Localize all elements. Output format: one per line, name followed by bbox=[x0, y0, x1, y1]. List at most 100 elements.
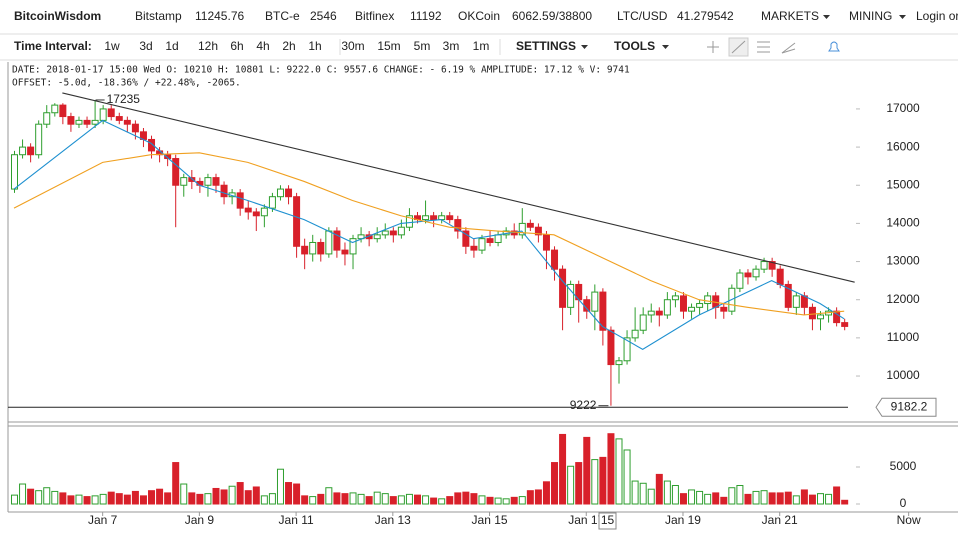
candle-body bbox=[688, 306, 696, 312]
volume-bar bbox=[704, 493, 712, 505]
candle-body bbox=[623, 337, 631, 362]
interval-button[interactable]: 1w bbox=[104, 39, 120, 53]
volume-bar bbox=[293, 483, 301, 505]
volume-bar bbox=[373, 491, 381, 505]
volume-bar bbox=[825, 493, 833, 505]
candle-body bbox=[244, 207, 252, 213]
candle-body bbox=[817, 314, 824, 320]
exchange-name[interactable]: BTC-e bbox=[265, 9, 300, 23]
candle-body bbox=[567, 283, 575, 308]
interval-button[interactable]: 12h bbox=[198, 39, 218, 53]
interval-button[interactable]: 1d bbox=[165, 39, 178, 53]
volume-bar bbox=[67, 495, 75, 505]
dropdown-caret bbox=[581, 45, 588, 49]
candle-body bbox=[293, 196, 301, 247]
volume-bar bbox=[204, 493, 212, 505]
y-tick-label: 10000 bbox=[886, 368, 920, 382]
tool-icons[interactable] bbox=[707, 37, 840, 57]
interval-button[interactable]: 1m bbox=[473, 39, 490, 53]
candle-body bbox=[373, 234, 381, 240]
volume-bar bbox=[357, 493, 365, 505]
candle-body bbox=[51, 104, 59, 114]
candle-body bbox=[784, 283, 792, 308]
candle-body bbox=[615, 360, 623, 366]
candle-body bbox=[704, 295, 712, 305]
interval-button[interactable]: 30m bbox=[341, 39, 364, 53]
overlay-line bbox=[62, 92, 855, 283]
y2-tick-label: 0 bbox=[900, 496, 907, 510]
candle-body bbox=[534, 226, 542, 236]
candle-body bbox=[776, 268, 784, 285]
candle-body bbox=[486, 238, 494, 243]
candle-body bbox=[220, 184, 228, 198]
candle-body bbox=[285, 188, 293, 198]
volume-bar bbox=[478, 495, 486, 505]
candle-body bbox=[276, 188, 284, 198]
candle-body bbox=[639, 314, 647, 331]
volume-bar bbox=[341, 493, 349, 505]
volume-bar bbox=[486, 496, 494, 505]
candle-body bbox=[454, 219, 462, 232]
candle-body bbox=[123, 119, 131, 125]
volume-bar bbox=[107, 491, 115, 505]
volume-bar bbox=[800, 489, 808, 505]
volume-bar bbox=[671, 484, 679, 505]
volume-bar bbox=[11, 494, 18, 505]
candle-body bbox=[148, 138, 156, 152]
volume-bar bbox=[43, 487, 51, 505]
brand[interactable]: BitcoinWisdom bbox=[14, 9, 101, 23]
candle-body bbox=[35, 123, 43, 156]
toolbar-menu[interactable]: TOOLS bbox=[614, 39, 655, 53]
interval-button[interactable]: 15m bbox=[377, 39, 400, 53]
candle-body bbox=[559, 268, 567, 308]
exchange-name[interactable]: Bitfinex bbox=[355, 9, 394, 23]
interval-button[interactable]: 4h bbox=[256, 39, 269, 53]
candle-body bbox=[430, 215, 438, 221]
volume-bar bbox=[575, 462, 583, 505]
candle-body bbox=[768, 261, 776, 270]
volume-bar bbox=[776, 492, 784, 505]
volume-bar bbox=[647, 488, 655, 505]
dropdown-caret bbox=[823, 15, 830, 19]
menu[interactable]: MINING bbox=[849, 9, 892, 23]
candle-body bbox=[607, 329, 615, 366]
candle-body bbox=[599, 291, 607, 331]
volume-bar bbox=[220, 489, 228, 505]
volume-bar bbox=[534, 489, 542, 505]
volume-bar bbox=[309, 496, 317, 505]
volume-bar bbox=[559, 433, 567, 505]
interval-button[interactable]: 3d bbox=[139, 39, 152, 53]
volume-bar bbox=[728, 487, 736, 505]
interval-button[interactable]: 2h bbox=[282, 39, 295, 53]
candle-body bbox=[67, 116, 75, 125]
volume-bar bbox=[583, 436, 591, 505]
volume-bar bbox=[494, 497, 502, 505]
volume-bar bbox=[720, 496, 728, 505]
dropdown-caret bbox=[899, 15, 906, 19]
volume-bar bbox=[591, 459, 599, 505]
candle-body bbox=[349, 238, 357, 255]
volume-bar bbox=[389, 496, 397, 505]
volume-bar bbox=[285, 482, 293, 505]
exchange-name[interactable]: LTC/USD bbox=[617, 9, 668, 23]
candle-body bbox=[655, 310, 663, 316]
menu[interactable]: MARKETS bbox=[761, 9, 819, 23]
toolbar-menu[interactable]: SETTINGS bbox=[516, 39, 576, 53]
volume-bar bbox=[131, 490, 139, 505]
exchange-name[interactable]: OKCoin bbox=[458, 9, 500, 23]
interval-button[interactable]: 3m bbox=[443, 39, 460, 53]
volume-bar bbox=[526, 490, 534, 505]
volume-bar bbox=[196, 493, 204, 505]
x-tick-label: Jan 9 bbox=[185, 513, 215, 527]
exchange-name[interactable]: Bitstamp bbox=[135, 9, 182, 23]
interval-button[interactable]: 5m bbox=[414, 39, 431, 53]
interval-button[interactable]: 1h bbox=[308, 39, 321, 53]
login-link[interactable]: Login or bbox=[916, 9, 958, 23]
volume-bar bbox=[551, 462, 559, 505]
candle-body bbox=[11, 154, 18, 190]
interval-button[interactable]: 6h bbox=[230, 39, 243, 53]
candle-body bbox=[341, 249, 349, 255]
candle-body bbox=[696, 303, 704, 308]
x-tick-label: Jan 11 bbox=[279, 513, 314, 527]
volume-bar bbox=[422, 495, 430, 505]
